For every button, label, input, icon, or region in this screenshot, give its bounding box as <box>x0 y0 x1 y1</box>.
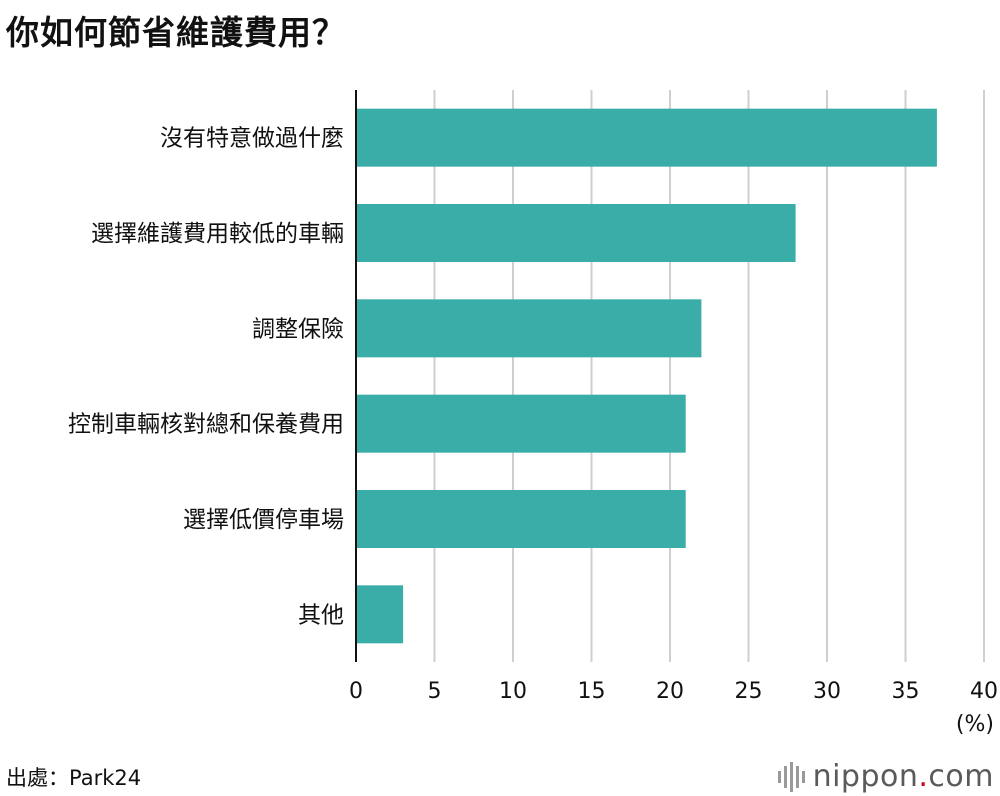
x-tick-label: 30 <box>813 679 841 704</box>
brand-logo: nippon.com <box>777 759 994 794</box>
x-tick-label: 0 <box>349 679 363 704</box>
tick-labels: 0 5 10 15 20 25 30 35 40 <box>349 679 998 704</box>
x-tick-label: 35 <box>892 679 920 704</box>
category-label: 選擇低價停車場 <box>183 507 344 533</box>
category-label: 沒有特意做過什麼 <box>160 126 344 152</box>
x-tick-label: 40 <box>970 679 998 704</box>
grid-lines <box>433 90 985 662</box>
category-label: 控制車輛核對總和保養費用 <box>68 412 344 438</box>
x-tick-label: 10 <box>499 679 527 704</box>
brand-text: nippon.com <box>812 759 994 794</box>
bars <box>356 108 937 644</box>
bar <box>356 299 702 358</box>
bar <box>356 108 937 167</box>
category-label: 其他 <box>298 602 344 628</box>
bar <box>356 394 686 453</box>
bar <box>356 204 796 262</box>
page-title: 你如何節省維護費用？ <box>6 13 346 52</box>
source-note: 出處：Park24 <box>6 766 142 790</box>
category-label: 調整保險 <box>252 316 344 342</box>
category-labels: 沒有特意做過什麼選擇維護費用較低的車輛調整保險控制車輛核對總和保養費用選擇低價停… <box>68 126 344 629</box>
x-tick-label: 5 <box>428 679 442 704</box>
x-tick-label: 20 <box>656 679 684 704</box>
bar <box>356 585 404 644</box>
logo-bars-icon <box>777 761 805 792</box>
bar <box>356 490 686 548</box>
x-tick-label: 25 <box>735 679 763 704</box>
x-tick-label: 15 <box>578 679 606 704</box>
category-label: 選擇維護費用較低的車輛 <box>91 221 344 247</box>
unit-label: (%) <box>955 712 994 737</box>
